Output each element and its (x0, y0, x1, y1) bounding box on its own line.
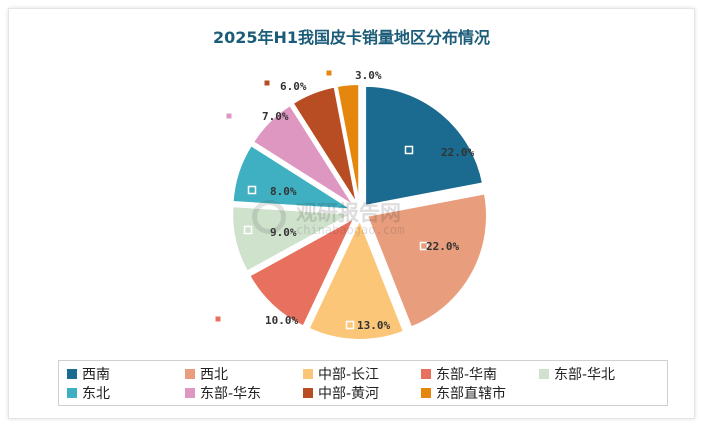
legend-item: 中部-黄河 (303, 383, 421, 403)
slice-marker (419, 241, 429, 251)
legend-item: 东北 (67, 383, 185, 403)
legend-swatch (539, 368, 549, 379)
legend-swatch (303, 368, 313, 379)
slice-label: 8.0% (270, 185, 297, 198)
legend-item: 东部-华东 (185, 383, 303, 403)
legend-label: 东部-华东 (200, 385, 262, 402)
chart-title: 2025年H1我国皮卡销量地区分布情况 (212, 28, 491, 47)
pie-slice (364, 84, 485, 208)
legend: 西南 西北 中部-长江 东部-华南 东部-华北 东北 东部-华东 中部-黄河 东部直辖市 (58, 360, 668, 406)
legend-swatch (67, 368, 77, 379)
slice-label: 22.0% (426, 240, 459, 253)
slice-label: 22.0% (441, 146, 474, 159)
legend-label: 东部-华北 (554, 366, 616, 383)
slice-marker (404, 145, 414, 155)
pie-slice (365, 192, 488, 329)
legend-label: 中部-黄河 (318, 385, 380, 402)
legend-swatch (185, 387, 195, 398)
legend-label: 东北 (82, 385, 110, 402)
legend-label: 东部直辖市 (436, 385, 506, 402)
pie-slice (251, 103, 356, 208)
pie-slice (231, 143, 353, 211)
legend-row: 西南 西北 中部-长江 东部-华南 东部-华北 (67, 364, 659, 383)
slice-marker (215, 316, 221, 322)
legend-label: 中部-长江 (318, 366, 380, 383)
pie-slice (335, 83, 361, 205)
legend-item: 西北 (185, 364, 303, 384)
legend-label: 东部-华南 (436, 366, 498, 383)
legend-item: 东部-华南 (421, 364, 539, 384)
slice-label: 6.0% (280, 80, 307, 93)
pie-slice (231, 205, 356, 273)
slice-marker (247, 185, 257, 195)
pie-slice (307, 217, 406, 341)
legend-swatch (303, 387, 313, 398)
slice-label: 10.0% (265, 314, 298, 327)
slice-marker (326, 70, 332, 76)
legend-item: 西南 (67, 364, 185, 384)
slice-label: 7.0% (262, 110, 289, 123)
pie-slice (291, 85, 359, 206)
legend-item: 东部-华北 (539, 364, 657, 384)
pie-slice (248, 215, 357, 328)
legend-label: 西南 (82, 366, 110, 383)
legend-swatch (421, 368, 431, 379)
slice-marker (345, 320, 355, 330)
legend-swatch (185, 368, 195, 379)
slice-label: 9.0% (270, 226, 297, 239)
legend-swatch (67, 387, 77, 398)
slice-marker (264, 80, 270, 86)
legend-item: 东部直辖市 (421, 383, 539, 403)
slice-label: 3.0% (355, 69, 382, 82)
legend-row: 东北 东部-华东 中部-黄河 东部直辖市 (67, 383, 659, 402)
legend-label: 西北 (200, 366, 228, 383)
slice-marker (243, 225, 253, 235)
slice-label: 13.0% (357, 319, 390, 332)
slice-marker (226, 113, 232, 119)
legend-swatch (421, 387, 431, 398)
legend-item: 中部-长江 (303, 364, 421, 384)
